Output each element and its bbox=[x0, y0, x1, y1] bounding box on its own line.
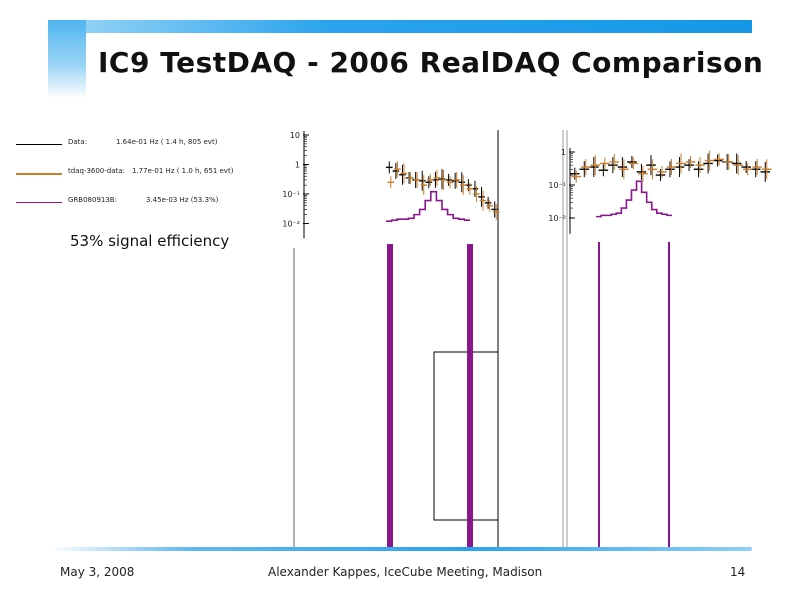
y-tick-label: 10⁻² bbox=[282, 220, 300, 229]
legend-swatch bbox=[16, 173, 62, 175]
footer-author: Alexander Kappes, IceCube Meeting, Madis… bbox=[268, 565, 543, 579]
y-tick-label: 1 bbox=[561, 148, 566, 157]
legend-value: 1.77e-01 Hz ( 1.0 h, 651 evt) bbox=[132, 167, 234, 175]
legend-swatch bbox=[16, 144, 62, 145]
title-accent-block bbox=[48, 20, 86, 98]
slide-title: IC9 TestDAQ - 2006 RealDAQ Comparison bbox=[98, 46, 764, 79]
legend-label: Data: bbox=[68, 138, 88, 146]
footer-date: May 3, 2008 bbox=[60, 565, 135, 579]
legend-label: GRB080913B: bbox=[68, 196, 117, 204]
chart-legend: Data: 1.64e-01 Hz ( 1.4 h, 805 evt) tdaq… bbox=[16, 130, 266, 220]
legend-swatch bbox=[16, 202, 62, 203]
inset-frame bbox=[433, 351, 499, 521]
legend-entry-data: Data: 1.64e-01 Hz ( 1.4 h, 805 evt) bbox=[16, 138, 266, 150]
signal-histogram-right bbox=[596, 180, 672, 218]
y-tick-label: 10 bbox=[290, 131, 300, 140]
signal-histogram-left bbox=[386, 190, 470, 222]
footer-page-number: 14 bbox=[730, 565, 746, 579]
y-tick-label: 10⁻¹ bbox=[548, 181, 566, 190]
legend-value: 3.45e-03 Hz (53.3%) bbox=[146, 196, 219, 204]
footer-accent-line bbox=[48, 547, 752, 551]
legend-value: 1.64e-01 Hz ( 1.4 h, 805 evt) bbox=[116, 138, 218, 146]
histogram-marks: 10 1 10⁻¹ 10⁻² 1 10⁻¹ 10⁻² bbox=[282, 131, 772, 239]
legend-label: tdaq-3600-data: bbox=[68, 167, 125, 175]
legend-entry-grb: GRB080913B: 3.45e-03 Hz (53.3%) bbox=[16, 196, 266, 208]
legend-entry-tdaq: tdaq-3600-data: 1.77e-01 Hz ( 1.0 h, 651… bbox=[16, 167, 266, 179]
y-tick-label: 10⁻² bbox=[548, 214, 566, 223]
signal-efficiency-annotation: 53% signal efficiency bbox=[70, 232, 230, 250]
title-accent-bar bbox=[48, 20, 752, 33]
y-tick-label: 10⁻¹ bbox=[282, 190, 300, 199]
y-tick-label: 1 bbox=[295, 161, 300, 170]
